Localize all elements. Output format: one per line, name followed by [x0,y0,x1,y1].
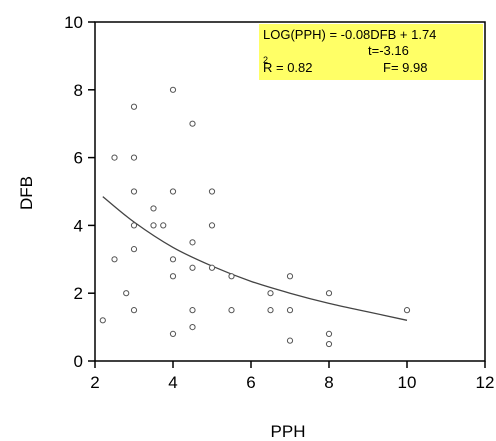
plot-frame [94,21,486,362]
data-point [267,290,274,297]
x-tick-label: 4 [168,373,177,392]
data-point [189,239,196,246]
annotation-equation: LOG(PPH) = -0.08DFB + 1.74 [263,27,436,42]
data-point [130,188,138,195]
data-point [130,103,138,110]
data-point [286,273,294,280]
data-point [123,290,130,297]
x-tick-label: 10 [398,373,417,392]
data-point [160,222,167,229]
x-tick-label: 6 [246,373,255,392]
annotation-r-squared: R = 0.82 [263,60,313,75]
data-point [189,120,196,127]
y-tick-label: 8 [74,81,83,100]
data-point [189,264,196,271]
data-point [169,273,177,280]
data-point [111,256,118,263]
data-point [130,222,138,229]
annotation-background [259,24,483,80]
data-point [208,222,216,229]
y-axis-title: DFB [17,176,36,210]
data-point [111,154,118,161]
annotation-f-stat: F= 9.98 [383,60,427,75]
data-point [150,222,157,229]
x-tick-label: 2 [90,373,99,392]
annotation-box: LOG(PPH) = -0.08DFB + 1.74 t=-3.16 R = 0… [259,24,483,80]
x-tick-label: 12 [476,373,495,392]
data-point [208,188,216,195]
data-point [208,264,216,271]
data-point [325,330,333,337]
data-point [150,205,157,212]
y-tick-label: 0 [74,352,83,371]
data-point [403,307,411,314]
data-point [130,307,138,314]
fit-curve [102,196,408,321]
y-tick-label: 6 [74,149,83,168]
data-point [169,188,177,195]
data-point [189,307,196,314]
data-point [286,337,294,344]
data-points [99,86,411,348]
x-axis-title: PPH [271,422,306,441]
data-point [286,307,294,314]
data-point [228,273,235,280]
annotation-t-stat: t=-3.16 [368,43,409,58]
data-point [130,154,138,161]
data-point [228,307,235,314]
y-tick-label: 2 [74,284,83,303]
data-point [130,246,138,253]
data-point [169,256,177,263]
data-point [267,307,274,314]
y-tick-label: 4 [74,216,83,235]
x-tick-label: 8 [324,373,333,392]
data-point [169,330,177,337]
data-point [189,324,196,331]
annotation-r-squared-superscript: 2 [263,55,268,65]
data-point [169,86,177,93]
y-tick-label: 10 [64,13,83,32]
data-point [325,290,333,297]
data-point [99,317,106,324]
data-point [325,340,333,348]
